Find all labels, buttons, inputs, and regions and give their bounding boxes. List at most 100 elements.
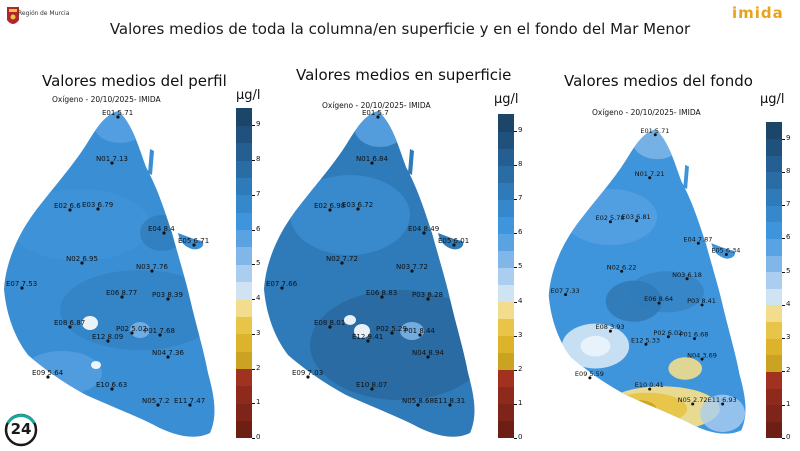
- station-label: E07 7.33: [551, 287, 580, 295]
- station-label: E06 8.77: [106, 289, 137, 297]
- colorbar-band: [498, 284, 514, 303]
- station-dot: [657, 301, 661, 305]
- region-label: Región: [18, 10, 39, 17]
- station-label: E06 8.64: [644, 295, 673, 303]
- station-label: P01 6.68: [680, 331, 709, 339]
- colorbar-tick-label: 5: [518, 262, 523, 271]
- colorbar-band: [498, 352, 514, 371]
- station-dot: [192, 243, 196, 247]
- colorbar-tick-label: 3: [786, 333, 791, 342]
- station-label: E09 7.03: [292, 369, 323, 377]
- station-label: E04 8.4: [148, 225, 175, 233]
- colorbar-tick-mark: [252, 194, 255, 196]
- station-label: P03 8.39: [152, 291, 183, 299]
- colorbar-tick-mark: [514, 335, 517, 337]
- island-east-perfil: [178, 233, 204, 250]
- station-dot: [426, 355, 430, 359]
- colorbar-tick-label: 2: [786, 366, 791, 375]
- station-dot: [68, 208, 72, 212]
- colorbar-band: [236, 264, 252, 283]
- station-label: E12 5.33: [631, 336, 660, 344]
- unit-label-superficie: µg/l: [494, 92, 519, 107]
- station-label: E05 6.01: [438, 237, 469, 245]
- station-dot: [608, 329, 612, 333]
- colorbar-band: [236, 212, 252, 231]
- water-body-superficie: [264, 111, 475, 437]
- colorbar-tick-label: 3: [518, 330, 523, 339]
- colorbar-tick-label: 9: [786, 133, 791, 142]
- station-dot: [648, 176, 652, 180]
- island-east-superficie: [438, 233, 464, 250]
- colorbar-tick-label: 0: [786, 433, 791, 441]
- station-dot: [106, 339, 110, 343]
- colorbar-tick-mark: [514, 403, 517, 405]
- colorbar-tick-mark: [514, 131, 517, 133]
- colorbar-tick-mark: [514, 438, 517, 439]
- region-shield-icon: [7, 7, 19, 24]
- station-dot: [691, 402, 695, 406]
- station-label: E03 6.72: [342, 201, 373, 209]
- station-label: E07 7.53: [6, 280, 37, 288]
- station-dot: [370, 387, 374, 391]
- station-label: E03 6.79: [82, 201, 113, 209]
- station-dot: [452, 243, 456, 247]
- colorbar-band: [498, 165, 514, 183]
- colorbar-tick-label: 2: [518, 364, 523, 373]
- colorbar-tick-mark: [514, 233, 517, 235]
- colorbar-band: [498, 114, 514, 132]
- station-dot: [166, 355, 170, 359]
- station-dot: [356, 207, 360, 211]
- colorbar-band: [498, 148, 514, 166]
- station-dot: [280, 286, 284, 290]
- station-label: E01 5.7: [362, 109, 389, 117]
- colorbar-band: [766, 255, 782, 273]
- station-label: E11 6.93: [708, 396, 737, 404]
- station-dot: [46, 375, 50, 379]
- station-dot: [68, 325, 72, 329]
- station-dot: [116, 115, 120, 119]
- colorbar-tick-mark: [782, 205, 785, 207]
- station-label: E01 5.71: [102, 109, 133, 117]
- colorbar-tick-mark: [514, 165, 517, 167]
- station-label: E10 8.07: [356, 381, 387, 389]
- page-title: Valores medios de toda la columna/en sup…: [109, 20, 691, 38]
- colorbar-band: [236, 385, 252, 404]
- colorbar-tick-mark: [782, 304, 785, 306]
- station-dot: [150, 269, 154, 273]
- station-dot: [96, 207, 100, 211]
- island-north-superficie: [408, 149, 414, 175]
- station-dot: [635, 219, 639, 223]
- colorbar-tick-label: 4: [518, 296, 523, 305]
- station-dot: [724, 252, 728, 256]
- colorbar-band: [498, 250, 514, 268]
- station-label: E08 8.01: [314, 319, 345, 327]
- station-label: P03 8.41: [687, 297, 716, 305]
- station-dot: [700, 357, 704, 361]
- station-label: P01 7.68: [144, 327, 175, 335]
- colorbar-band: [766, 171, 782, 190]
- station-dot: [80, 261, 84, 265]
- colorbar-tick-label: 8: [786, 166, 791, 175]
- station-label: P02 5.29: [376, 325, 407, 333]
- colorbar-band: [498, 318, 514, 337]
- colorbar-band: [766, 321, 782, 339]
- station-dot: [426, 297, 430, 301]
- station-label: N03 6.18: [672, 271, 702, 279]
- colorbar-tick-mark: [514, 199, 517, 201]
- colorbar-tick-label: 6: [518, 228, 523, 237]
- colorbar-tick-mark: [252, 160, 255, 162]
- colorbar-tick-mark: [252, 368, 255, 370]
- station-label: E08 6.87: [54, 319, 85, 327]
- station-dot: [410, 269, 414, 273]
- colorbar-band: [766, 354, 782, 372]
- colorbar-tick-mark: [252, 333, 255, 335]
- colorbar-tick-mark: [514, 301, 517, 303]
- station-label: N04 8.94: [412, 349, 445, 357]
- colorbar-tick-label: 5: [786, 266, 791, 275]
- colorbar-tick-label: 9: [518, 126, 523, 135]
- station-label: E09 5.64: [32, 369, 64, 377]
- station-dot: [644, 342, 648, 346]
- station-label: P03 8.28: [412, 291, 443, 299]
